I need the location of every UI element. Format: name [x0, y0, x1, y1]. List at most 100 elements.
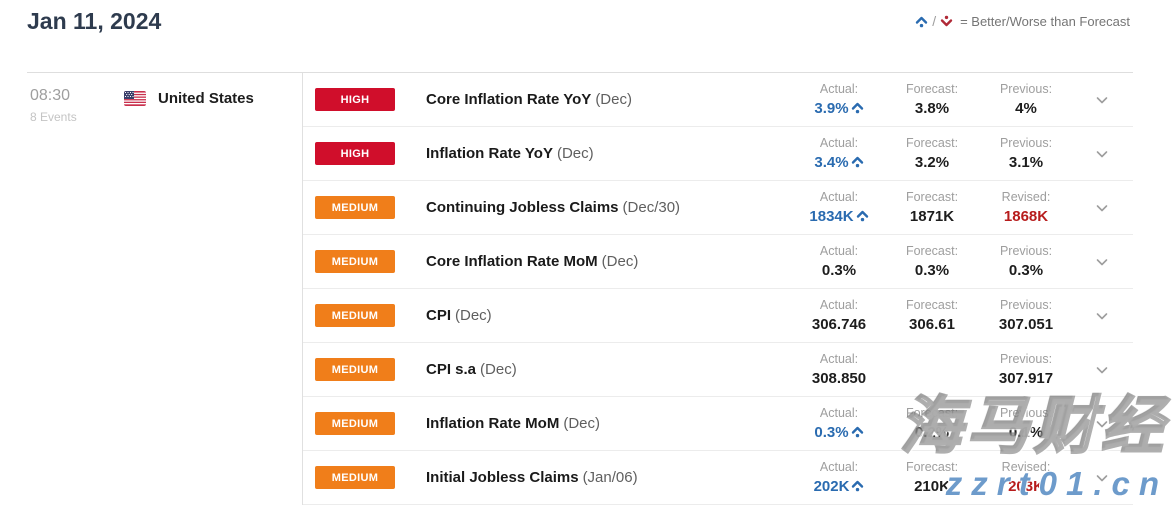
actual-cell: Actual: 3.4% [787, 136, 891, 172]
better-arrow-icon [856, 210, 868, 222]
event-period: (Dec) [601, 253, 639, 270]
legend-text: = Better/Worse than Forecast [960, 13, 1130, 29]
forecast-label: Forecast: [905, 297, 959, 312]
chevron-down-icon [1096, 258, 1108, 265]
event-period: (Dec) [563, 415, 600, 432]
actual-cell: Actual: 0.3% [787, 244, 891, 280]
event-title: Core Inflation Rate YoY [426, 91, 592, 108]
event-row: HIGH Core Inflation Rate YoY (Dec) Actual… [303, 73, 1133, 127]
importance-badge: MEDIUM [315, 412, 395, 435]
forecast-value: 0.2% [914, 423, 950, 441]
forecast-cell: Forecast: 306.61 [891, 298, 973, 334]
expand-row-button[interactable] [1079, 181, 1125, 235]
better-than-forecast-icon [915, 16, 928, 28]
events-column: HIGH Core Inflation Rate YoY (Dec) Actual… [302, 73, 1133, 505]
event-name: Core Inflation Rate MoM (Dec) [426, 253, 787, 270]
chevron-down-icon [1096, 312, 1108, 319]
forecast-cell: Forecast: 1871K [891, 190, 973, 226]
event-name: CPI s.a (Dec) [426, 361, 787, 378]
actual-cell: Actual: 3.9% [787, 82, 891, 118]
actual-value: 1834K [787, 208, 891, 226]
event-period: (Jan/06) [582, 469, 638, 486]
better-arrow-icon [851, 102, 863, 114]
forecast-value: 1871K [909, 207, 955, 225]
event-title: Continuing Jobless Claims [426, 199, 619, 216]
previous-value: 307.051 [998, 315, 1054, 333]
previous-value: 0.1% [1008, 423, 1044, 441]
importance-badge: MEDIUM [315, 466, 395, 489]
expand-row-button[interactable] [1079, 397, 1125, 451]
time-country-column: 08:30 8 Events United States [27, 73, 302, 505]
actual-value: 306.746 [811, 315, 867, 333]
event-name: CPI (Dec) [426, 307, 787, 324]
previous-cell: Previous: 307.917 [973, 352, 1079, 388]
calendar-table: 08:30 8 Events United States HIGH Core I… [27, 72, 1133, 505]
event-name: Inflation Rate MoM (Dec) [426, 415, 787, 432]
actual-label: Actual: [819, 81, 859, 96]
previous-cell: Previous: 307.051 [973, 298, 1079, 334]
previous-cell: Previous: 0.3% [973, 244, 1079, 280]
expand-row-button[interactable] [1079, 289, 1125, 343]
expand-row-button[interactable] [1079, 343, 1125, 397]
actual-cell: Actual: 308.850 [787, 352, 891, 388]
actual-label: Actual: [819, 297, 859, 312]
importance-badge: MEDIUM [315, 358, 395, 381]
better-arrow-icon [851, 426, 863, 438]
expand-row-button[interactable] [1079, 73, 1125, 127]
previous-value: 307.917 [998, 369, 1054, 387]
forecast-value: 210K [914, 477, 950, 495]
event-title: Inflation Rate MoM [426, 415, 560, 432]
expand-row-button[interactable] [1079, 127, 1125, 181]
actual-cell: Actual: 0.3% [787, 406, 891, 442]
revised-value: 1868K [1003, 207, 1049, 225]
us-flag-icon [124, 91, 146, 106]
forecast-value: 3.8% [914, 99, 950, 117]
forecast-label: Forecast: [905, 405, 959, 420]
event-row: MEDIUM Core Inflation Rate MoM (Dec) Actu… [303, 235, 1133, 289]
expand-row-button[interactable] [1079, 235, 1125, 289]
forecast-cell: Forecast: 3.2% [891, 136, 973, 172]
forecast-label: Forecast: [905, 243, 959, 258]
event-name: Core Inflation Rate YoY (Dec) [426, 91, 787, 108]
event-row: MEDIUM Inflation Rate MoM (Dec) Actual: 0… [303, 397, 1133, 451]
event-title: CPI [426, 307, 452, 324]
event-row: HIGH Inflation Rate YoY (Dec) Actual: 3.4… [303, 127, 1133, 181]
forecast-cell-empty [891, 368, 973, 371]
event-period: (Dec/30) [622, 199, 681, 216]
event-time: 08:30 [30, 87, 71, 104]
expand-row-button[interactable] [1079, 451, 1125, 505]
previous-label: Previous: [999, 351, 1053, 366]
forecast-value: 306.61 [909, 315, 955, 333]
chevron-down-icon [1096, 96, 1108, 103]
importance-badge: HIGH [315, 88, 395, 111]
forecast-label: Forecast: [905, 189, 959, 204]
actual-cell: Actual: 1834K [787, 190, 891, 226]
previous-value: 3.1% [1008, 153, 1044, 171]
country-block[interactable]: United States [124, 90, 254, 107]
previous-value: 4% [1015, 99, 1037, 117]
event-name: Inflation Rate YoY (Dec) [426, 145, 787, 162]
event-row: MEDIUM CPI s.a (Dec) Actual: 308.850 Prev… [303, 343, 1133, 397]
forecast-value: 3.2% [914, 153, 950, 171]
revised-cell: Revised: 203K [973, 460, 1079, 496]
actual-label: Actual: [819, 135, 859, 150]
event-name: Initial Jobless Claims (Jan/06) [426, 469, 787, 486]
importance-badge: MEDIUM [315, 196, 395, 219]
event-period: (Dec) [595, 91, 632, 108]
event-name: Continuing Jobless Claims (Dec/30) [426, 199, 787, 216]
actual-label: Actual: [819, 351, 859, 366]
actual-value: 202K [787, 478, 891, 496]
actual-cell: Actual: 306.746 [787, 298, 891, 334]
forecast-value: 0.3% [914, 261, 950, 279]
revised-value: 203K [1008, 477, 1044, 495]
revised-label: Revised: [1001, 189, 1051, 204]
time-block: 08:30 8 Events [27, 87, 124, 124]
actual-label: Actual: [819, 243, 859, 258]
forecast-cell: Forecast: 210K [891, 460, 973, 496]
event-row: MEDIUM Continuing Jobless Claims (Dec/30)… [303, 181, 1133, 235]
previous-label: Previous: [999, 81, 1053, 96]
revised-cell: Revised: 1868K [973, 190, 1079, 226]
previous-cell: Previous: 0.1% [973, 406, 1079, 442]
event-title: Initial Jobless Claims [426, 469, 579, 486]
forecast-cell: Forecast: 0.2% [891, 406, 973, 442]
